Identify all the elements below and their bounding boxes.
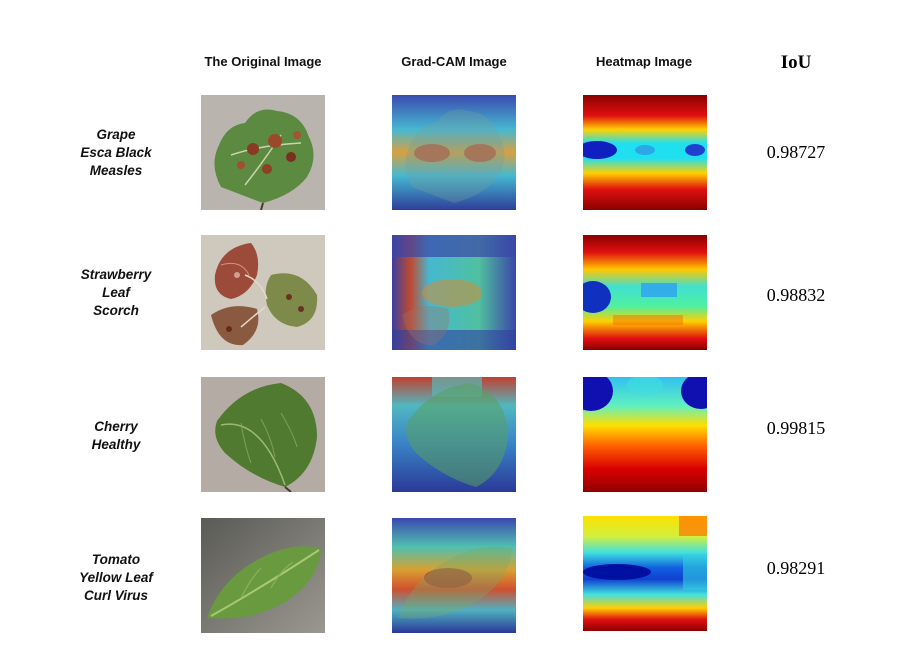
heatmap-image-grape bbox=[583, 95, 707, 210]
gradcam-image-cherry bbox=[392, 377, 516, 492]
heatmap-image-cherry bbox=[583, 377, 707, 492]
row-label-line: Grape bbox=[96, 127, 136, 142]
header-heatmap-image: Heatmap Image bbox=[595, 54, 693, 69]
row-label-line: Measles bbox=[89, 163, 143, 178]
row-label-line: Tomato bbox=[91, 552, 141, 567]
original-image-cherry bbox=[201, 377, 325, 492]
original-image-strawberry bbox=[201, 235, 325, 350]
row-label-line: Leaf bbox=[102, 285, 130, 300]
row-label-line: Curl Virus bbox=[83, 588, 148, 603]
row-label-line: Yellow Leaf bbox=[79, 570, 153, 585]
row-label-tomato: Tomato Yellow Leaf Curl Virus bbox=[58, 551, 174, 605]
row-label-line: Healthy bbox=[91, 437, 141, 452]
row-label-line: Scorch bbox=[93, 303, 139, 318]
row-label-line: Cherry bbox=[94, 419, 138, 434]
row-label-grape: Grape Esca Black Measles bbox=[58, 126, 174, 180]
iou-value-strawberry: 0.98832 bbox=[766, 285, 826, 305]
header-original-image: The Original Image bbox=[204, 54, 322, 69]
row-label-strawberry: Strawberry Leaf Scorch bbox=[58, 266, 174, 320]
original-image-grape bbox=[201, 95, 325, 210]
row-label-cherry: Cherry Healthy bbox=[58, 418, 174, 454]
gradcam-image-tomato bbox=[392, 518, 516, 633]
original-image-tomato bbox=[201, 518, 325, 633]
header-iou: IoU bbox=[780, 52, 812, 73]
iou-value-tomato: 0.98291 bbox=[766, 558, 826, 578]
gradcam-image-grape bbox=[392, 95, 516, 210]
header-gradcam-image: Grad-CAM Image bbox=[401, 54, 507, 69]
row-label-line: Esca Black bbox=[80, 145, 152, 160]
heatmap-image-strawberry bbox=[583, 235, 707, 350]
iou-value-cherry: 0.99815 bbox=[766, 418, 826, 438]
iou-value-grape: 0.98727 bbox=[766, 142, 826, 162]
row-label-line: Strawberry bbox=[80, 267, 152, 282]
heatmap-image-tomato bbox=[583, 516, 707, 631]
gradcam-image-strawberry bbox=[392, 235, 516, 350]
